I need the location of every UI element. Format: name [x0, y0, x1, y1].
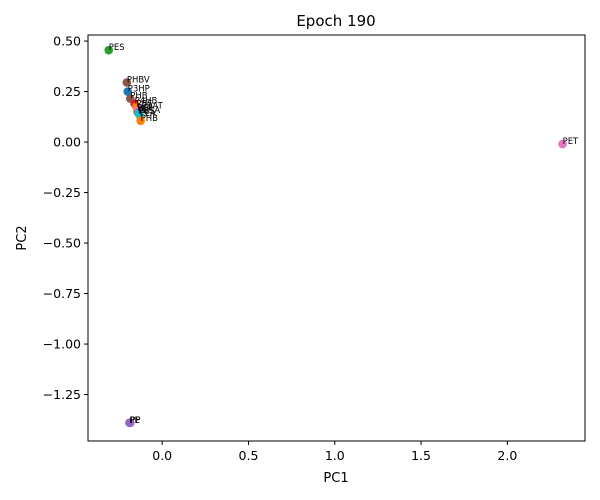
chart-title: Epoch 190 — [296, 12, 375, 30]
data-point-pp — [125, 418, 135, 428]
y-tick-label: 0.25 — [53, 84, 81, 99]
data-point-p3hp — [123, 87, 132, 96]
point-label-pbs: PBS — [136, 100, 152, 110]
x-axis-label: PC1 — [323, 471, 348, 486]
point-label-phbv: PHBV — [127, 75, 150, 85]
data-points — [104, 45, 567, 428]
y-tick-label: −1.00 — [43, 337, 81, 352]
plot-frame — [87, 34, 586, 442]
point-label-pes: PES — [109, 43, 125, 53]
point-label-p3hp: P3HP — [128, 85, 150, 95]
point-label-pbs: PBS — [139, 107, 155, 117]
x-tick-label: 1.0 — [325, 448, 345, 463]
y-tick-label: −0.25 — [43, 185, 81, 200]
point-labels: PESPHBVP3HPPHBP4HBPBSPBATPCLPBSAPLAPBSPH… — [109, 43, 579, 426]
point-label-phb: PHB — [130, 92, 148, 102]
point-label-pcl: PCL — [137, 104, 153, 114]
x-tick-label: 1.5 — [411, 448, 431, 463]
point-label-pbat: PBAT — [141, 102, 163, 112]
point-label-pla: PLA — [140, 109, 156, 119]
point-label-pe: PE — [129, 416, 140, 426]
point-label-pp: PP — [130, 416, 140, 426]
point-label-p4hb: P4HB — [135, 97, 158, 107]
y-tick-label: 0.50 — [53, 34, 81, 49]
data-point-pet — [558, 139, 567, 149]
point-label-pet: PET — [563, 137, 579, 147]
y-axis-label: PC2 — [15, 225, 30, 250]
x-tick-label: 0.5 — [239, 448, 259, 463]
x-tick-label: 0.0 — [152, 448, 172, 463]
y-tick-label: −1.25 — [43, 387, 81, 402]
data-point-phbv — [122, 78, 132, 87]
data-point-pbs — [134, 109, 144, 119]
y-axis-ticks: 0.50 0.25 0.00 −0.25 −0.50 −0.75 −1.00 −1.25 — [43, 34, 88, 402]
y-tick-label: −0.50 — [43, 236, 81, 251]
x-axis-ticks: 0.0 0.5 1.0 1.5 2.0 — [152, 441, 517, 463]
data-point-phb — [136, 116, 145, 126]
data-point-pes — [104, 45, 114, 55]
point-label-phb: PHB — [141, 114, 159, 124]
point-label-pbsa: PBSA — [138, 106, 160, 116]
y-tick-label: −0.75 — [43, 286, 81, 301]
x-tick-label: 2.0 — [497, 448, 517, 463]
y-tick-label: 0.00 — [53, 135, 81, 150]
